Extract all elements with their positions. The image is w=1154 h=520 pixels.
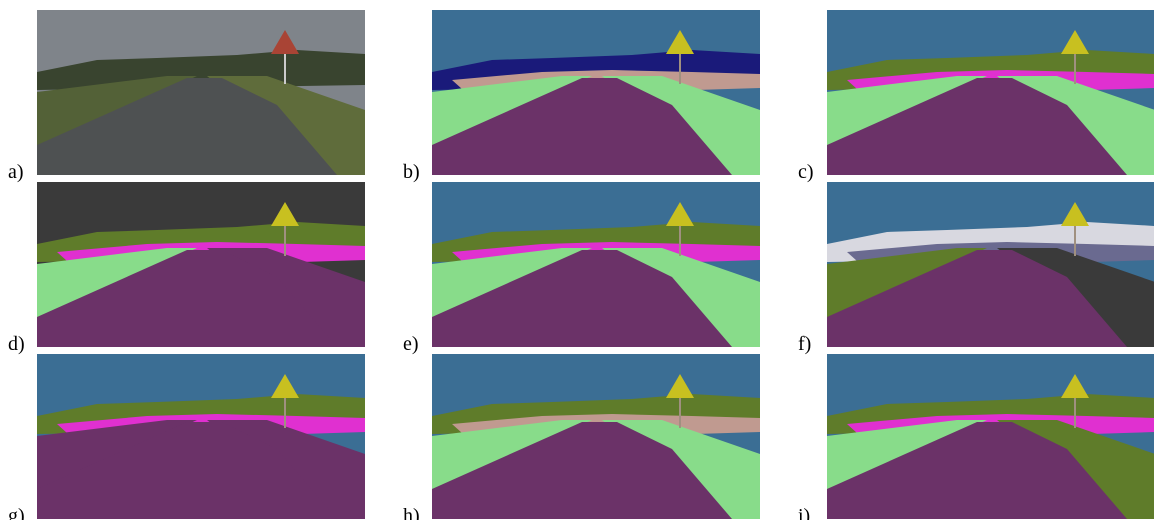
panel-image bbox=[37, 182, 365, 347]
panel-image bbox=[432, 354, 760, 519]
panel: i) bbox=[798, 354, 1154, 520]
panel-label: h) bbox=[403, 505, 420, 520]
photo-shade bbox=[37, 10, 365, 175]
panel-label: c) bbox=[798, 161, 814, 183]
page: a)b)c)d)e)f)g)h)i) (() => { const data =… bbox=[0, 0, 1154, 520]
panel: g) bbox=[8, 354, 365, 520]
panel: h) bbox=[403, 354, 760, 520]
panel: a) bbox=[8, 10, 365, 183]
panel: d) bbox=[8, 182, 365, 355]
panel-label: g) bbox=[8, 505, 25, 520]
sign-post bbox=[1074, 226, 1076, 256]
panel-image bbox=[37, 354, 365, 519]
panel: c) bbox=[798, 10, 1154, 183]
panel-image bbox=[432, 10, 760, 175]
sign-post bbox=[284, 226, 286, 256]
panel: e) bbox=[403, 182, 760, 355]
panel-image bbox=[432, 182, 760, 347]
figure: a) b) c) d) e) f) g) h) i) bbox=[0, 0, 1154, 520]
panel: b) bbox=[403, 10, 760, 183]
sign-post bbox=[679, 54, 681, 84]
panel: f) bbox=[798, 182, 1154, 355]
panel-label: a) bbox=[8, 161, 24, 183]
panel-label: b) bbox=[403, 161, 420, 183]
panel-image bbox=[37, 10, 365, 175]
panel-label: f) bbox=[798, 333, 811, 355]
panel-image bbox=[827, 354, 1154, 519]
panel-image bbox=[827, 10, 1154, 175]
panel-image bbox=[827, 182, 1154, 347]
panel-label: d) bbox=[8, 333, 25, 355]
panel-label: i) bbox=[798, 505, 810, 520]
sign-post bbox=[284, 398, 286, 428]
panel-label: e) bbox=[403, 333, 419, 355]
sign-post bbox=[679, 226, 681, 256]
sign-post bbox=[1074, 398, 1076, 428]
sign-post bbox=[679, 398, 681, 428]
sign-post bbox=[1074, 54, 1076, 84]
